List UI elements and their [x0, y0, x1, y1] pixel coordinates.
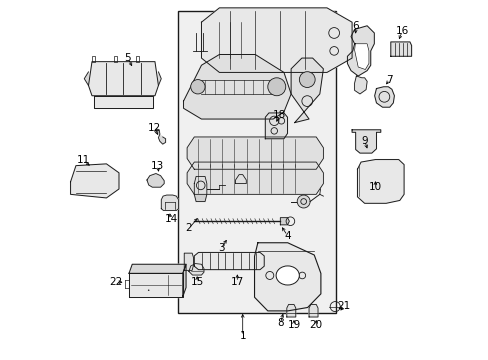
Polygon shape: [265, 113, 287, 139]
Polygon shape: [155, 129, 165, 144]
Text: 12: 12: [148, 123, 161, 133]
Bar: [136, 55, 138, 62]
Text: 8: 8: [277, 319, 283, 328]
Circle shape: [267, 78, 285, 96]
Text: 18: 18: [272, 111, 285, 121]
Text: 6: 6: [352, 21, 358, 31]
Polygon shape: [147, 174, 164, 187]
Polygon shape: [280, 218, 289, 225]
Text: 13: 13: [151, 161, 164, 171]
Polygon shape: [84, 72, 88, 86]
Text: 21: 21: [337, 301, 350, 311]
Polygon shape: [390, 42, 411, 56]
Text: 9: 9: [361, 136, 367, 145]
Text: 11: 11: [76, 155, 90, 165]
Circle shape: [190, 80, 204, 94]
Text: 22: 22: [109, 277, 122, 287]
Polygon shape: [290, 58, 323, 123]
Text: 1: 1: [239, 331, 245, 341]
Polygon shape: [88, 62, 158, 96]
Text: 19: 19: [287, 320, 300, 330]
Polygon shape: [286, 305, 295, 317]
Polygon shape: [129, 273, 183, 297]
Polygon shape: [201, 8, 351, 72]
Bar: [114, 55, 117, 62]
Polygon shape: [354, 76, 366, 94]
Circle shape: [299, 72, 314, 87]
Text: 5: 5: [124, 53, 131, 63]
Polygon shape: [188, 264, 203, 275]
Polygon shape: [346, 26, 373, 76]
Polygon shape: [161, 195, 178, 211]
Text: 2: 2: [185, 224, 192, 233]
Text: 16: 16: [395, 26, 408, 36]
Ellipse shape: [276, 266, 299, 285]
Polygon shape: [351, 130, 380, 153]
Text: 3: 3: [218, 243, 224, 253]
Polygon shape: [308, 305, 317, 317]
Text: 20: 20: [309, 320, 322, 330]
Text: 10: 10: [368, 182, 381, 192]
Polygon shape: [129, 264, 185, 273]
Bar: [178, 12, 335, 313]
Polygon shape: [354, 44, 368, 69]
Bar: [92, 55, 95, 62]
Polygon shape: [194, 176, 206, 202]
Polygon shape: [374, 87, 394, 107]
Polygon shape: [70, 164, 119, 198]
Polygon shape: [187, 162, 323, 194]
Text: 4: 4: [284, 231, 290, 240]
Text: 15: 15: [190, 277, 203, 287]
Circle shape: [297, 195, 309, 208]
Polygon shape: [94, 96, 153, 108]
Polygon shape: [183, 264, 185, 297]
Text: 14: 14: [164, 215, 177, 224]
Polygon shape: [158, 72, 161, 86]
Text: 17: 17: [230, 277, 244, 287]
Polygon shape: [194, 252, 264, 270]
Polygon shape: [187, 137, 323, 169]
Polygon shape: [254, 243, 320, 311]
Polygon shape: [184, 253, 193, 270]
Text: 7: 7: [386, 75, 392, 85]
Text: •: •: [146, 288, 149, 293]
Polygon shape: [357, 159, 403, 203]
Polygon shape: [183, 54, 290, 119]
